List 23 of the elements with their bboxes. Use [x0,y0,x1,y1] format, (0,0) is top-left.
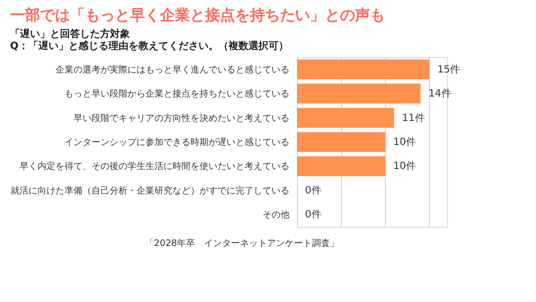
data-label: 14件 [428,88,452,100]
data-label: 10件 [393,137,416,148]
y-tick-label: 早く内定を得て、その後の学生生活に時間を使いたいと考えている [20,161,290,172]
data-label: 11件 [402,112,425,124]
bar [297,132,386,152]
data-label: 0件 [305,185,322,196]
y-tick-label: 就活に向けた準備（自己分析・企業研究など）がすでに完了している [10,185,290,196]
chart-title: 一部では「もっと早く企業と接点を持ちたい」との声も [10,6,385,24]
text: 「遅い」と回答した方対象 [10,28,130,40]
data-label: 0件 [305,210,322,221]
y-tick-label: インターンシップに参加できる時期が遅いと感じている [64,137,290,148]
data-label: 10件 [393,161,416,172]
bar [297,59,430,80]
bar [297,84,421,104]
text: 「2028年卒 インターネットアンケート調査」 [145,238,339,249]
y-tick-label: 早い段階でキャリアの方向性を決めたいと考えている [74,112,290,124]
data-label: 15件 [437,64,460,76]
y-tick-label: もっと早い段階から企業と接点を持ちたいと感じている [64,88,290,100]
text: Q：「遅い」と感じる理由を教えてください。（複数選択可） [10,40,289,52]
bar [297,108,394,128]
bar [297,156,386,176]
y-tick-label: 企業の選考が実際にはもっと早く進んでいると感じている [56,64,290,76]
y-tick-label: その他 [262,210,290,221]
